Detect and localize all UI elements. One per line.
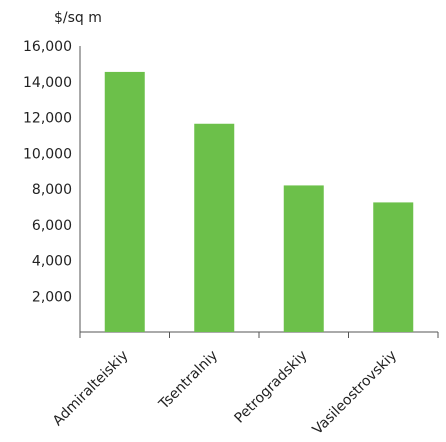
bar	[104, 71, 145, 332]
x-category-label: Admiralteiskiy	[50, 348, 132, 430]
y-tick-label: 8,000	[32, 182, 72, 198]
y-tick-label: 12,000	[23, 111, 72, 127]
y-tick-label: 2,000	[32, 289, 72, 305]
y-tick-label: 6,000	[32, 218, 72, 234]
y-tick-label: 14,000	[23, 75, 72, 91]
x-category-label: Vasileostrovskiy	[310, 348, 400, 438]
x-category-label: Tsentralniy	[155, 348, 221, 414]
y-tick-label: 4,000	[32, 254, 72, 270]
y-tick-label: 10,000	[23, 146, 72, 162]
y-axis-unit-label: $/sq m	[54, 10, 102, 26]
bar	[194, 123, 235, 332]
y-tick-label: 16,000	[23, 39, 72, 55]
bar	[283, 185, 324, 332]
bar	[373, 202, 414, 332]
x-category-label: Petrogradskiy	[232, 348, 311, 427]
